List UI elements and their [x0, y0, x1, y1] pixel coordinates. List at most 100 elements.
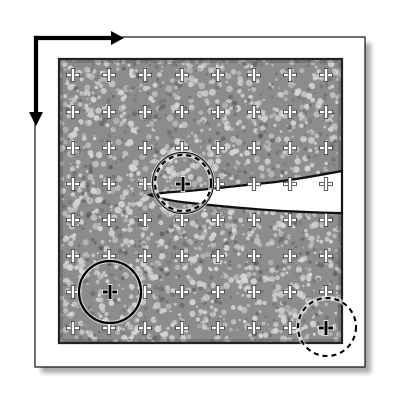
speckle-dark-dot — [294, 59, 299, 64]
speckle-dot — [236, 161, 241, 166]
speckle-dot — [118, 105, 125, 112]
speckle-dot — [225, 80, 229, 84]
speckle-dot — [170, 288, 173, 291]
speckle-dot — [223, 317, 225, 320]
plus-icon-4-0 — [66, 213, 80, 227]
speckle-dark-dot — [207, 290, 212, 295]
speckle-dark-dot — [78, 224, 82, 228]
speckle-dot — [194, 246, 197, 250]
speckle-dark-dot — [185, 242, 191, 247]
speckle-dot — [194, 224, 199, 229]
speckle-dark-dot — [83, 256, 89, 262]
speckle-dark-dot — [81, 191, 85, 195]
speckle-dot — [67, 207, 74, 213]
speckle-dot — [188, 98, 194, 104]
speckle-dot — [139, 153, 146, 160]
speckle-dark-dot — [256, 129, 260, 134]
speckle-dot — [291, 224, 296, 229]
speckle-dot — [98, 297, 104, 303]
speckle-dot — [87, 72, 95, 80]
speckle-dark-dot — [307, 213, 310, 216]
speckle-dot — [207, 244, 211, 248]
speckle-dot — [136, 85, 141, 90]
speckle-dot — [126, 173, 129, 176]
speckle-dot — [220, 229, 226, 235]
speckle-dot — [328, 239, 333, 244]
speckle-dark-dot — [276, 140, 279, 143]
speckle-dark-dot — [164, 170, 167, 173]
speckle-dot — [328, 331, 333, 337]
speckle-dot — [186, 238, 194, 246]
speckle-dark-dot — [96, 74, 99, 77]
speckle-dot — [203, 182, 207, 186]
speckle-dark-dot — [94, 274, 99, 278]
speckle-dot — [210, 79, 216, 85]
speckle-dark-dot — [148, 233, 151, 236]
speckle-dark-dot — [309, 104, 312, 107]
speckle-dark-dot — [206, 291, 212, 296]
speckle-dark-dot — [92, 333, 97, 338]
speckle-dot — [190, 256, 198, 263]
speckle-dot — [68, 132, 75, 139]
speckle-dark-dot — [232, 100, 238, 106]
speckle-dot — [128, 294, 134, 300]
speckle-dark-dot — [256, 157, 260, 161]
speckle-dark-dot — [87, 305, 92, 310]
speckle-dot — [230, 69, 237, 75]
speckle-dot — [261, 115, 268, 122]
plus-icon-7-2 — [138, 321, 152, 335]
speckle-dot — [94, 78, 101, 85]
speckle-dot — [278, 91, 285, 98]
speckle-dot — [213, 307, 218, 312]
speckle-dot — [205, 251, 211, 257]
speckle-dot — [195, 267, 202, 274]
plus-icon-7-4 — [211, 321, 225, 335]
speckle-dot — [99, 117, 103, 121]
speckle-dark-dot — [158, 99, 163, 104]
speckle-dark-dot — [90, 290, 96, 297]
speckle-dot — [264, 210, 269, 215]
speckle-dark-dot — [227, 123, 231, 127]
speckle-dot — [274, 136, 282, 143]
speckle-dark-dot — [185, 273, 188, 276]
speckle-dot — [60, 313, 64, 317]
speckle-dot — [94, 85, 98, 90]
speckle-dark-dot — [319, 84, 324, 89]
speckle-dark-dot — [160, 250, 163, 253]
speckle-dark-dot — [302, 110, 307, 116]
speckle-dark-dot — [120, 275, 126, 281]
speckle-dot — [201, 224, 208, 230]
speckle-dot — [109, 205, 113, 209]
speckle-dot — [135, 296, 138, 299]
speckle-dark-dot — [177, 93, 182, 97]
speckle-dot — [128, 218, 136, 225]
speckle-dot — [134, 251, 138, 255]
speckle-dark-dot — [90, 237, 95, 242]
plus-icon-1-2 — [138, 105, 152, 119]
speckle-dot — [88, 102, 91, 105]
plus-icon-5-4 — [211, 249, 225, 263]
speckle-dot — [72, 129, 77, 134]
speckle-dark-dot — [199, 121, 203, 125]
plus-icon-0-5 — [247, 68, 261, 82]
speckle-dot — [291, 307, 298, 315]
speckle-dot — [276, 91, 282, 97]
speckle-dark-dot — [303, 147, 308, 151]
speckle-dark-dot — [301, 97, 307, 103]
speckle-dark-dot — [209, 208, 215, 214]
speckle-dark-dot — [154, 64, 159, 69]
speckle-dark-dot — [107, 315, 111, 318]
speckle-dark-dot — [268, 333, 273, 338]
speckle-dot — [300, 135, 307, 143]
speckle-dark-dot — [147, 105, 151, 108]
speckle-dark-dot — [192, 175, 198, 180]
speckle-dark-dot — [273, 136, 279, 142]
speckle-dot — [284, 136, 290, 143]
speckle-dot — [294, 88, 301, 96]
speckle-dark-dot — [194, 69, 197, 72]
speckle-dot — [60, 60, 68, 68]
speckle-dark-dot — [160, 103, 167, 109]
speckle-dot — [172, 169, 176, 174]
speckle-dot — [304, 232, 309, 238]
speckle-dot — [142, 165, 149, 172]
